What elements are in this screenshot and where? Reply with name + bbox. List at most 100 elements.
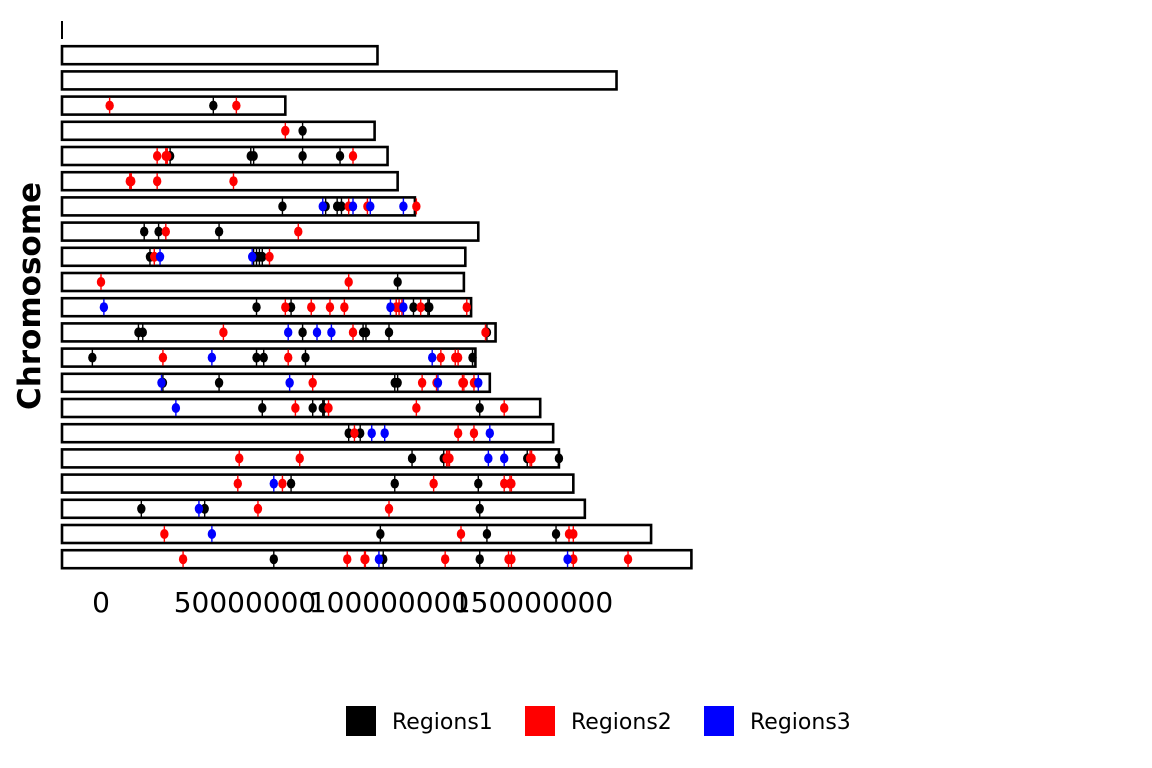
region-marker — [569, 554, 578, 565]
region-marker — [429, 478, 438, 489]
region-marker — [445, 453, 454, 464]
region-marker — [361, 327, 371, 338]
region-marker — [278, 478, 287, 489]
region-marker — [96, 277, 106, 287]
region-marker — [318, 201, 327, 212]
region-marker — [482, 529, 492, 539]
region-marker — [140, 226, 149, 237]
region-marker — [324, 403, 333, 413]
region-marker — [281, 125, 290, 136]
region-marker — [252, 352, 261, 363]
chromosome-bar — [60, 498, 587, 520]
region-marker — [367, 428, 376, 439]
region-marker — [507, 478, 516, 489]
chromosome-bar — [60, 120, 376, 142]
chromosome-bar — [60, 397, 542, 419]
region-markers — [88, 97, 633, 568]
region-marker — [356, 428, 365, 439]
chromosome-bar — [60, 44, 379, 66]
region-marker — [284, 327, 293, 338]
region-marker — [453, 428, 463, 439]
region-marker — [527, 453, 536, 464]
region-marker — [335, 151, 345, 161]
region-marker — [433, 377, 443, 388]
region-marker — [229, 176, 238, 187]
region-marker — [399, 201, 408, 212]
region-marker — [214, 226, 224, 237]
region-marker — [436, 352, 446, 363]
region-marker — [344, 428, 353, 439]
region-marker — [137, 503, 146, 514]
region-marker — [384, 327, 394, 338]
region-marker — [99, 302, 109, 313]
region-marker — [207, 529, 217, 539]
region-marker — [468, 352, 477, 363]
chromosome-bar — [60, 523, 653, 545]
region-marker — [554, 453, 564, 464]
region-marker — [456, 529, 466, 539]
legend: Regions1 Regions2 Regions3 — [346, 706, 851, 736]
region-marker — [412, 403, 421, 413]
region-marker — [623, 554, 633, 565]
region-marker — [286, 478, 296, 489]
region-marker — [366, 201, 375, 212]
chromosome-bar — [60, 95, 287, 116]
legend-swatch — [346, 706, 376, 736]
region-marker — [563, 554, 572, 565]
region-marker — [569, 529, 578, 539]
chromosome-bars — [60, 21, 693, 570]
region-marker — [500, 453, 509, 464]
region-marker — [348, 201, 358, 212]
legend-swatch — [525, 706, 555, 736]
region-marker — [484, 453, 493, 464]
region-marker — [469, 428, 479, 439]
region-marker — [500, 478, 509, 489]
region-marker — [474, 377, 483, 388]
chromosome-bar — [60, 221, 480, 242]
legend-label: Regions2 — [571, 710, 672, 735]
region-marker — [209, 100, 218, 111]
chromosome-bar — [60, 322, 497, 343]
x-tick-label: 50000000 — [174, 586, 317, 619]
region-marker — [348, 151, 358, 161]
region-marker — [298, 327, 307, 338]
region-marker — [298, 125, 307, 136]
region-marker — [308, 403, 317, 413]
region-marker — [481, 327, 490, 338]
region-marker — [475, 503, 484, 514]
region-marker — [485, 428, 494, 439]
region-marker — [380, 428, 389, 439]
region-marker — [171, 403, 181, 413]
region-marker — [475, 554, 484, 565]
region-marker — [200, 503, 209, 514]
region-marker — [155, 251, 165, 262]
legend-label: Regions3 — [750, 710, 851, 735]
chromosome-bar — [60, 70, 618, 91]
chromosome-bar — [60, 296, 473, 318]
region-marker — [327, 327, 336, 338]
chromosome-bar — [60, 196, 417, 217]
region-marker — [462, 302, 471, 313]
region-marker — [284, 352, 293, 363]
region-marker — [161, 226, 170, 237]
region-marker — [286, 302, 296, 313]
region-marker — [361, 554, 370, 565]
region-marker — [500, 403, 509, 413]
region-marker — [337, 201, 346, 212]
region-marker — [285, 377, 294, 388]
region-marker — [308, 377, 317, 388]
region-marker — [350, 428, 359, 439]
region-marker — [298, 151, 307, 161]
region-marker — [152, 176, 162, 187]
chromosome-bar — [60, 473, 575, 494]
legend-label: Regions1 — [392, 710, 493, 735]
x-tick-label: 100000000 — [309, 586, 469, 619]
legend-swatch — [704, 706, 734, 736]
region-marker — [207, 352, 217, 363]
chromosome-bar — [60, 422, 555, 444]
x-tick-label: 0 — [92, 586, 110, 619]
region-marker — [428, 352, 437, 363]
region-marker — [325, 302, 335, 313]
region-marker — [158, 352, 168, 363]
